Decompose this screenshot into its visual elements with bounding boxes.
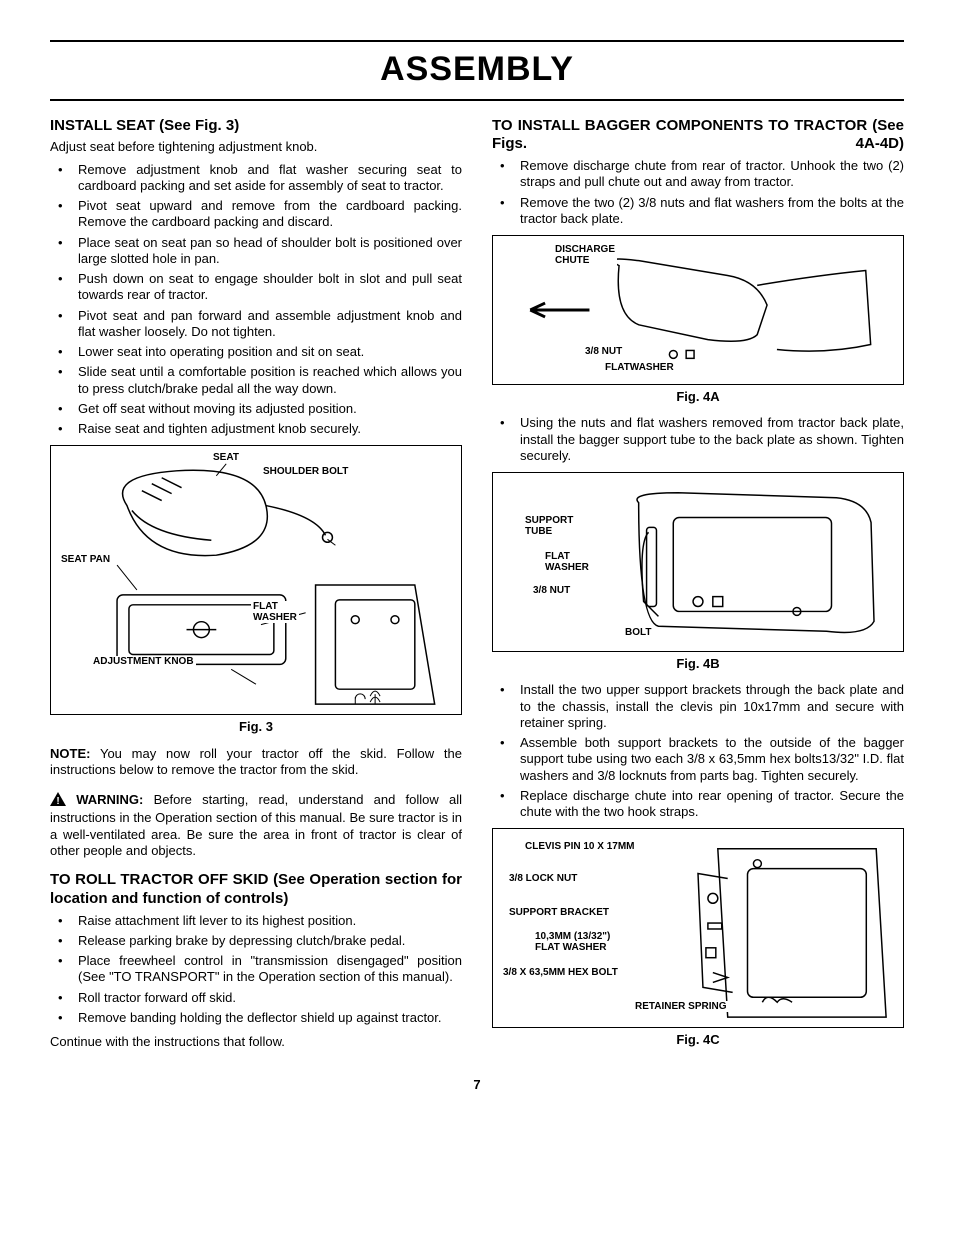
list-item: Place freewheel control in "transmission…: [50, 953, 462, 986]
list-item: Pivot seat and pan forward and assemble …: [50, 308, 462, 341]
fig3-illustration: [51, 446, 461, 714]
warning-icon: !: [50, 792, 66, 810]
list-item: Place seat on seat pan so head of should…: [50, 235, 462, 268]
two-column-layout: INSTALL SEAT (See Fig. 3) Adjust seat be…: [50, 117, 904, 1059]
bagger-bullets-2: Using the nuts and flat washers removed …: [492, 415, 904, 464]
fig4c-label-flat-washer: 10,3MM (13/32") FLAT WASHER: [533, 931, 612, 953]
fig4a-label-nut: 3/8 NUT: [583, 346, 624, 357]
fig4b-label-flat-washer: FLAT WASHER: [543, 551, 591, 573]
fig4b-label-support-tube: SUPPORT TUBE: [523, 515, 575, 537]
warning-paragraph: ! WARNING: Before starting, read, unders…: [50, 792, 462, 859]
right-column: TO INSTALL BAGGER COMPONENTS TO TRACTOR …: [492, 117, 904, 1059]
list-item: Raise attachment lift lever to its highe…: [50, 913, 462, 929]
left-column: INSTALL SEAT (See Fig. 3) Adjust seat be…: [50, 117, 462, 1059]
fig3-label-seat: SEAT: [211, 452, 241, 463]
figure-3: SEAT SHOULDER BOLT SEAT PAN FLAT WASHER …: [50, 445, 462, 715]
figure-4a: DISCHARGE CHUTE 3/8 NUT FLATWASHER: [492, 235, 904, 385]
list-item: Assemble both support brackets to the ou…: [492, 735, 904, 784]
fig4b-label-bolt: BOLT: [623, 627, 653, 638]
list-item: Slide seat until a comfortable position …: [50, 364, 462, 397]
list-item: Remove banding holding the deflector shi…: [50, 1010, 462, 1026]
list-item: Lower seat into operating position and s…: [50, 344, 462, 360]
page-title: ASSEMBLY: [50, 40, 904, 101]
list-item: Replace discharge chute into rear openin…: [492, 788, 904, 821]
roll-tractor-heading: TO ROLL TRACTOR OFF SKID (See Operation …: [50, 871, 462, 909]
fig4a-label-flatwasher: FLATWASHER: [603, 362, 676, 373]
note-paragraph: NOTE: You may now roll your tractor off …: [50, 746, 462, 779]
install-seat-intro: Adjust seat before tightening adjustment…: [50, 139, 462, 155]
fig3-label-adjustment-knob: ADJUSTMENT KNOB: [91, 656, 196, 667]
svg-text:!: !: [56, 796, 59, 806]
list-item: Raise seat and tighten adjustment knob s…: [50, 421, 462, 437]
fig4c-label-lock-nut: 3/8 LOCK NUT: [507, 873, 579, 884]
figure-4c: CLEVIS PIN 10 X 17MM 3/8 LOCK NUT SUPPOR…: [492, 828, 904, 1028]
install-seat-heading: INSTALL SEAT (See Fig. 3): [50, 117, 462, 136]
list-item: Install the two upper support brackets t…: [492, 682, 904, 731]
fig4a-label-discharge-chute: DISCHARGE CHUTE: [553, 244, 617, 266]
bagger-bullets-1: Remove discharge chute from rear of trac…: [492, 158, 904, 227]
warning-label: WARNING:: [76, 792, 143, 807]
page-number: 7: [50, 1077, 904, 1093]
fig3-label-seat-pan: SEAT PAN: [59, 554, 112, 565]
list-item: Pivot seat upward and remove from the ca…: [50, 198, 462, 231]
continue-text: Continue with the instructions that foll…: [50, 1034, 462, 1050]
fig4c-caption: Fig. 4C: [492, 1032, 904, 1048]
fig3-label-shoulder-bolt: SHOULDER BOLT: [261, 466, 350, 477]
figure-4b: SUPPORT TUBE FLAT WASHER 3/8 NUT BOLT: [492, 472, 904, 652]
fig4c-label-clevis-pin: CLEVIS PIN 10 X 17MM: [523, 841, 636, 852]
list-item: Release parking brake by depressing clut…: [50, 933, 462, 949]
fig4c-label-support-bracket: SUPPORT BRACKET: [507, 907, 611, 918]
list-item: Push down on seat to engage shoulder bol…: [50, 271, 462, 304]
install-bagger-heading: TO INSTALL BAGGER COMPONENTS TO TRACTOR …: [492, 117, 904, 155]
note-label: NOTE:: [50, 746, 90, 761]
list-item: Remove adjustment knob and flat washer s…: [50, 162, 462, 195]
note-text: You may now roll your tractor off the sk…: [50, 746, 462, 777]
list-item: Roll tractor forward off skid.: [50, 990, 462, 1006]
fig3-label-flat-washer: FLAT WASHER: [251, 601, 299, 623]
fig3-caption: Fig. 3: [50, 719, 462, 735]
list-item: Remove the two (2) 3/8 nuts and flat was…: [492, 195, 904, 228]
fig4b-caption: Fig. 4B: [492, 656, 904, 672]
list-item: Remove discharge chute from rear of trac…: [492, 158, 904, 191]
roll-tractor-bullets: Raise attachment lift lever to its highe…: [50, 913, 462, 1027]
fig4c-label-retainer-spring: RETAINER SPRING: [633, 1001, 729, 1012]
fig4a-caption: Fig. 4A: [492, 389, 904, 405]
bagger-bullets-3: Install the two upper support brackets t…: [492, 682, 904, 820]
fig4c-illustration: [493, 829, 903, 1027]
list-item: Using the nuts and flat washers removed …: [492, 415, 904, 464]
install-seat-bullets: Remove adjustment knob and flat washer s…: [50, 162, 462, 438]
fig4c-label-hex-bolt: 3/8 X 63,5MM HEX BOLT: [501, 967, 620, 978]
fig4b-label-nut: 3/8 NUT: [531, 585, 572, 596]
list-item: Get off seat without moving its adjusted…: [50, 401, 462, 417]
